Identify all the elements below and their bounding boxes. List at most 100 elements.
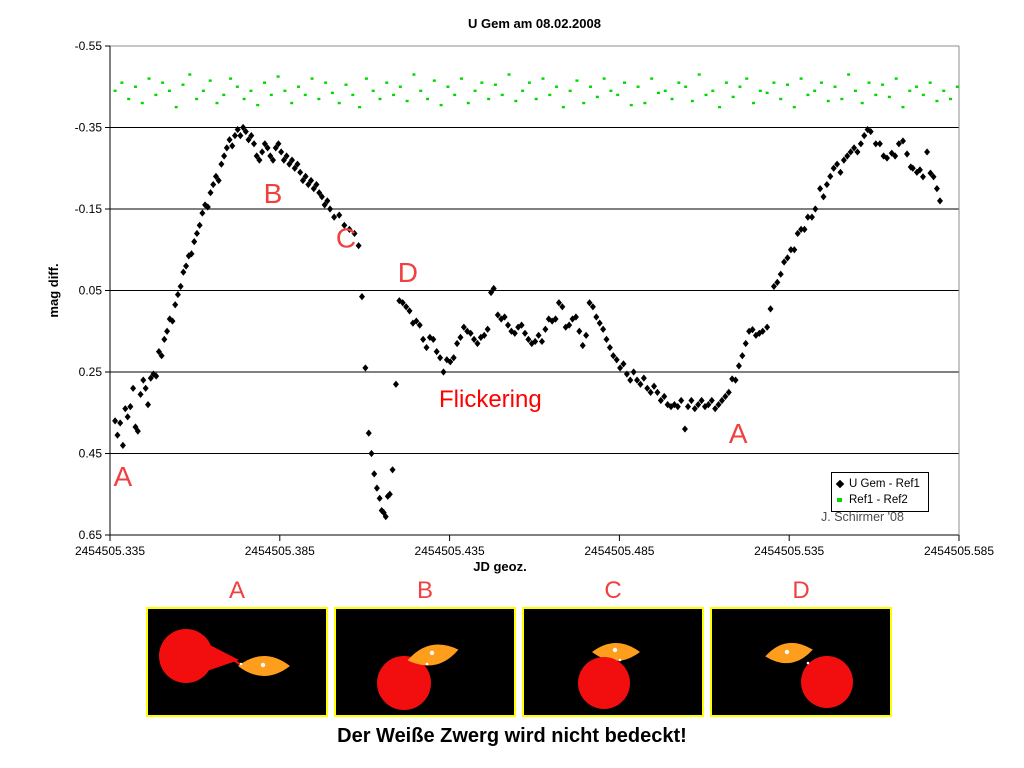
data-point-ref	[758, 89, 762, 93]
data-point-ugem	[299, 176, 306, 185]
square-marker-icon	[837, 498, 842, 502]
white-dwarf-dot	[429, 650, 435, 656]
y-axis-title: mag diff.	[46, 263, 61, 317]
data-point-ref	[874, 93, 878, 97]
data-point-ref	[806, 93, 810, 97]
data-point-ugem	[830, 164, 837, 172]
data-point-ugem	[384, 492, 391, 500]
data-point-ugem	[528, 339, 535, 348]
data-point-ref	[921, 93, 925, 97]
data-point-ugem	[909, 164, 916, 172]
data-point-ugem	[671, 401, 678, 409]
data-point-ref	[419, 89, 423, 93]
accretion-disk	[765, 642, 813, 664]
annotation-b: B	[264, 178, 283, 209]
data-point-ugem	[752, 331, 759, 339]
data-point-ugem	[555, 299, 562, 307]
data-point-ugem	[725, 388, 732, 396]
data-point-ugem	[827, 172, 834, 180]
data-point-ref	[724, 81, 728, 84]
data-point-ugem	[316, 189, 323, 197]
legend-label-ugem-ref1: U Gem - Ref1	[849, 478, 920, 490]
annotation-a: A	[729, 418, 748, 449]
data-point-ref	[235, 85, 239, 88]
data-point-ugem	[137, 390, 144, 399]
data-point-ugem	[169, 317, 176, 325]
data-point-ugem	[218, 160, 225, 168]
data-point-ugem	[664, 401, 671, 409]
data-point-ugem	[362, 364, 369, 372]
data-point-ugem	[715, 401, 722, 409]
data-point-ref	[697, 73, 701, 76]
data-point-ugem	[454, 339, 461, 348]
data-point-ref	[364, 77, 368, 80]
legend-item-ref1-ref2: Ref1 - Ref2	[837, 492, 925, 508]
data-point-ref	[819, 81, 823, 84]
data-point-ugem	[112, 417, 119, 425]
data-point-ugem	[777, 270, 784, 278]
data-point-ugem	[904, 150, 911, 158]
data-point-ugem	[253, 152, 260, 160]
data-point-ref	[296, 85, 300, 88]
data-point-ugem	[199, 209, 206, 217]
data-point-ugem	[644, 384, 651, 392]
data-point-ugem	[403, 303, 410, 311]
data-point-ugem	[327, 205, 334, 213]
phase-panel-c: C	[522, 578, 704, 717]
data-point-ref	[283, 89, 287, 93]
data-point-ugem	[180, 268, 187, 276]
data-point-ugem	[471, 335, 478, 343]
data-point-ref	[507, 73, 511, 76]
data-point-ugem	[729, 375, 736, 383]
data-point-ref	[446, 85, 450, 88]
y-tick-label: 0.45	[79, 447, 103, 461]
data-point-ugem	[808, 213, 815, 221]
data-point-ugem	[399, 299, 406, 307]
data-point-ref	[894, 77, 898, 80]
data-point-ref	[589, 85, 593, 88]
data-point-ref	[718, 105, 722, 109]
data-point-ugem	[505, 321, 512, 329]
data-point-ugem	[440, 368, 447, 376]
data-point-ugem	[207, 189, 214, 197]
data-point-ugem	[801, 225, 808, 233]
data-point-ugem	[305, 180, 312, 189]
data-point-ugem	[674, 403, 681, 411]
data-point-ugem	[240, 123, 247, 132]
legend-label-ref1-ref2: Ref1 - Ref2	[849, 494, 908, 506]
data-point-ugem	[739, 352, 746, 360]
data-point-ref	[161, 81, 165, 84]
data-point-ref	[371, 89, 375, 93]
data-point-ugem	[382, 513, 389, 521]
data-point-ugem	[346, 225, 353, 233]
data-point-ref	[840, 97, 844, 101]
data-point-ref	[609, 89, 613, 93]
data-point-ref	[398, 85, 402, 88]
data-point-ref	[147, 77, 151, 80]
data-point-ugem	[221, 152, 228, 160]
data-point-ugem	[310, 185, 317, 193]
data-point-ref	[582, 101, 586, 105]
data-point-ref	[908, 89, 912, 93]
phase-panel-d: D	[710, 578, 892, 717]
annotation-d: D	[398, 257, 418, 288]
data-point-ref	[541, 77, 545, 80]
white-dwarf-dot	[239, 662, 243, 666]
data-point-ref	[527, 81, 531, 84]
data-point-ref	[650, 77, 654, 80]
data-point-ugem	[895, 140, 902, 148]
data-point-ugem	[193, 229, 200, 238]
data-point-ref	[860, 101, 864, 105]
data-point-ugem	[930, 173, 937, 181]
data-point-ref	[901, 105, 905, 109]
data-point-ugem	[640, 374, 647, 382]
data-point-ugem	[467, 329, 474, 337]
data-point-ugem	[289, 156, 296, 164]
data-point-ref	[799, 77, 803, 80]
data-point-ref	[317, 97, 321, 101]
data-point-ref	[779, 97, 783, 101]
data-point-ugem	[294, 160, 301, 168]
data-point-ugem	[920, 173, 927, 181]
data-point-ugem	[122, 405, 129, 413]
data-point-ref	[555, 85, 559, 88]
